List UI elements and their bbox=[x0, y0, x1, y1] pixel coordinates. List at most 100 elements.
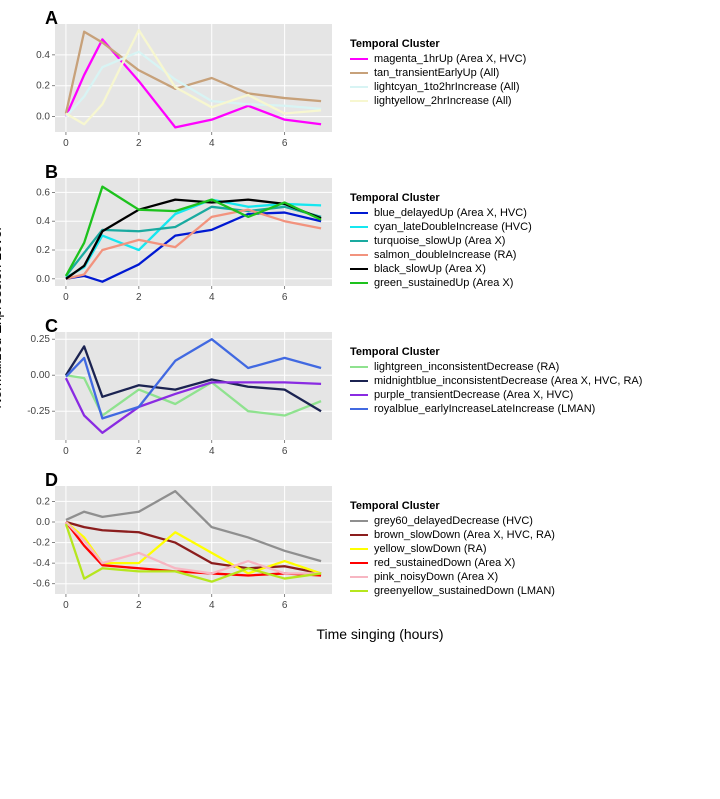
legend-item: salmon_doubleIncrease (RA) bbox=[350, 249, 532, 261]
legend-item: lightcyan_1to2hrIncrease (All) bbox=[350, 81, 526, 93]
legend-label: pink_noisyDown (Area X) bbox=[374, 571, 498, 583]
legend-item: grey60_delayedDecrease (HVC) bbox=[350, 515, 555, 527]
legend-item: pink_noisyDown (Area X) bbox=[350, 571, 555, 583]
line-chart: 02460.00.20.40.6 bbox=[10, 164, 340, 314]
legend-swatch bbox=[350, 576, 368, 578]
svg-text:0.6: 0.6 bbox=[36, 187, 50, 198]
chart-area: 0246-0.250.000.25 bbox=[10, 318, 340, 468]
legend-item: black_slowUp (Area X) bbox=[350, 263, 532, 275]
panel-label: A bbox=[45, 8, 58, 29]
svg-text:4: 4 bbox=[209, 292, 215, 303]
legend-item: green_sustainedUp (Area X) bbox=[350, 277, 532, 289]
panel-label: D bbox=[45, 470, 58, 491]
panels-wrapper: Normalized Expression Level A02460.00.20… bbox=[10, 10, 710, 626]
y-axis-label: Normalized Expression Level bbox=[0, 227, 4, 408]
legend: Temporal Cluster blue_delayedUp (Area X, … bbox=[350, 164, 532, 291]
legend-swatch bbox=[350, 254, 368, 256]
chart-area: 0246-0.6-0.4-0.20.00.2 bbox=[10, 472, 340, 622]
legend-item: lightgreen_inconsistentDecrease (RA) bbox=[350, 361, 642, 373]
legend-swatch bbox=[350, 590, 368, 592]
legend-swatch bbox=[350, 520, 368, 522]
svg-text:-0.6: -0.6 bbox=[33, 579, 51, 590]
legend-label: turquoise_slowUp (Area X) bbox=[374, 235, 505, 247]
legend-item: cyan_lateDoubleIncrease (HVC) bbox=[350, 221, 532, 233]
svg-text:4: 4 bbox=[209, 446, 215, 457]
legend-swatch bbox=[350, 240, 368, 242]
legend-item: turquoise_slowUp (Area X) bbox=[350, 235, 532, 247]
legend-swatch bbox=[350, 86, 368, 88]
svg-text:4: 4 bbox=[209, 138, 215, 149]
legend: Temporal Cluster grey60_delayedDecrease (… bbox=[350, 472, 555, 599]
legend-item: yellow_slowDown (RA) bbox=[350, 543, 555, 555]
legend-title: Temporal Cluster bbox=[350, 38, 526, 50]
legend-swatch bbox=[350, 72, 368, 74]
legend-item: greenyellow_sustainedDown (LMAN) bbox=[350, 585, 555, 597]
legend-label: salmon_doubleIncrease (RA) bbox=[374, 249, 516, 261]
svg-text:6: 6 bbox=[282, 600, 288, 611]
panel-label: B bbox=[45, 162, 58, 183]
legend-item: magenta_1hrUp (Area X, HVC) bbox=[350, 53, 526, 65]
legend-label: yellow_slowDown (RA) bbox=[374, 543, 486, 555]
legend-label: lightyellow_2hrIncrease (All) bbox=[374, 95, 512, 107]
svg-text:0.00: 0.00 bbox=[31, 370, 51, 381]
legend-swatch bbox=[350, 212, 368, 214]
legend-swatch bbox=[350, 58, 368, 60]
svg-text:0: 0 bbox=[63, 446, 69, 457]
legend-swatch bbox=[350, 534, 368, 536]
legend-label: lightgreen_inconsistentDecrease (RA) bbox=[374, 361, 559, 373]
legend-label: grey60_delayedDecrease (HVC) bbox=[374, 515, 533, 527]
svg-text:-0.4: -0.4 bbox=[33, 558, 51, 569]
legend-item: blue_delayedUp (Area X, HVC) bbox=[350, 207, 532, 219]
legend-swatch bbox=[350, 380, 368, 382]
legend-swatch bbox=[350, 562, 368, 564]
legend-item: red_sustainedDown (Area X) bbox=[350, 557, 555, 569]
legend-label: brown_slowDown (Area X, HVC, RA) bbox=[374, 529, 555, 541]
svg-text:0.2: 0.2 bbox=[36, 245, 50, 256]
svg-text:6: 6 bbox=[282, 138, 288, 149]
x-axis-label: Time singing (hours) bbox=[50, 626, 710, 642]
chart-area: 0 2 4 6 0.0 0.2 0.4 bbox=[10, 10, 340, 160]
panel-label: C bbox=[45, 316, 58, 337]
svg-text:2: 2 bbox=[136, 138, 142, 149]
legend-title: Temporal Cluster bbox=[350, 500, 555, 512]
legend-label: green_sustainedUp (Area X) bbox=[374, 277, 513, 289]
legend-label: cyan_lateDoubleIncrease (HVC) bbox=[374, 221, 532, 233]
legend-item: brown_slowDown (Area X, HVC, RA) bbox=[350, 529, 555, 541]
legend-label: tan_transientEarlyUp (All) bbox=[374, 67, 499, 79]
svg-text:6: 6 bbox=[282, 292, 288, 303]
legend-item: lightyellow_2hrIncrease (All) bbox=[350, 95, 526, 107]
svg-text:0.0: 0.0 bbox=[36, 112, 50, 123]
svg-text:0: 0 bbox=[63, 138, 69, 149]
svg-text:0.0: 0.0 bbox=[36, 517, 50, 528]
legend-item: purple_transientDecrease (Area X, HVC) bbox=[350, 389, 642, 401]
line-chart: 0246-0.250.000.25 bbox=[10, 318, 340, 468]
svg-text:2: 2 bbox=[136, 446, 142, 457]
legend-swatch bbox=[350, 366, 368, 368]
svg-text:2: 2 bbox=[136, 292, 142, 303]
chart-area: 02460.00.20.40.6 bbox=[10, 164, 340, 314]
legend-item: royalblue_earlyIncreaseLateIncrease (LMA… bbox=[350, 403, 642, 415]
legend-swatch bbox=[350, 226, 368, 228]
legend-title: Temporal Cluster bbox=[350, 192, 532, 204]
panel-A: A 0 2 4 6 0.0 0.2 0.4 Temporal Cluster magenta_1h… bbox=[10, 10, 710, 160]
legend-swatch bbox=[350, 394, 368, 396]
svg-text:0.4: 0.4 bbox=[36, 50, 50, 61]
svg-text:2: 2 bbox=[136, 600, 142, 611]
svg-text:-0.2: -0.2 bbox=[33, 538, 51, 549]
svg-text:0: 0 bbox=[63, 292, 69, 303]
svg-text:0.0: 0.0 bbox=[36, 274, 50, 285]
line-chart: 0246-0.6-0.4-0.20.00.2 bbox=[10, 472, 340, 622]
legend-label: royalblue_earlyIncreaseLateIncrease (LMA… bbox=[374, 403, 595, 415]
legend: Temporal Clusterlightgreen_inconsistentD… bbox=[350, 318, 642, 417]
svg-text:0.2: 0.2 bbox=[36, 81, 50, 92]
legend-label: blue_delayedUp (Area X, HVC) bbox=[374, 207, 527, 219]
legend-label: lightcyan_1to2hrIncrease (All) bbox=[374, 81, 520, 93]
legend-swatch bbox=[350, 548, 368, 550]
legend-label: greenyellow_sustainedDown (LMAN) bbox=[374, 585, 555, 597]
legend-swatch bbox=[350, 268, 368, 270]
line-chart: 0 2 4 6 0.0 0.2 0.4 bbox=[10, 10, 340, 160]
svg-text:6: 6 bbox=[282, 446, 288, 457]
panel-B: B02460.00.20.40.6Temporal Clusterblue_de… bbox=[10, 164, 710, 314]
legend-label: midnightblue_inconsistentDecrease (Area … bbox=[374, 375, 642, 387]
svg-text:0.2: 0.2 bbox=[36, 496, 50, 507]
